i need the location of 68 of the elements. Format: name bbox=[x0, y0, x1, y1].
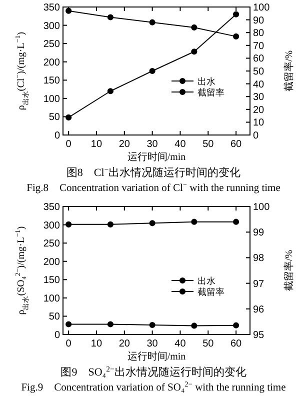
y2-tick-label: 97 bbox=[253, 278, 265, 290]
point bbox=[232, 11, 240, 18]
x-tick-label: 50 bbox=[202, 338, 214, 350]
y-tick-label: 150 bbox=[43, 275, 60, 286]
x-tick-label: 60 bbox=[230, 139, 242, 150]
y-tick-label: 300 bbox=[43, 220, 60, 232]
y2-tick-label: 30 bbox=[253, 92, 265, 104]
legend-label: 出水 bbox=[198, 76, 216, 88]
legend-label: 截留率 bbox=[198, 287, 224, 298]
point bbox=[191, 24, 198, 31]
x-tick-label: 0 bbox=[66, 139, 72, 150]
y2-tick-label: 100 bbox=[253, 202, 270, 213]
x-tick-label: 30 bbox=[146, 338, 158, 350]
y-tick-label: 150 bbox=[43, 76, 60, 87]
x-tick-label: 60 bbox=[230, 338, 242, 350]
y2-tick-label: 20 bbox=[253, 104, 265, 116]
point bbox=[232, 33, 240, 40]
x-tick-label: 30 bbox=[146, 139, 158, 150]
y-tick-label: 300 bbox=[43, 20, 60, 32]
x-axis-title: 运行时间/min bbox=[127, 151, 186, 163]
y2-tick-label: 70 bbox=[253, 40, 265, 52]
y-tick-label: 200 bbox=[43, 256, 60, 268]
x-tick-label: 10 bbox=[90, 139, 102, 150]
caption: 图8 Cl$^{−}$出水情况随运行时间的变化 bbox=[66, 164, 241, 179]
y2-tick-label: 96 bbox=[253, 304, 265, 316]
y2-axis-title: 截留率/% bbox=[283, 50, 295, 92]
x-tick-label: 40 bbox=[174, 338, 186, 350]
y2-tick-label: 90 bbox=[253, 15, 265, 26]
y2-tick-label: 95 bbox=[253, 330, 265, 341]
y2-tick-label: 50 bbox=[253, 66, 265, 78]
y-tick-label: 100 bbox=[43, 94, 60, 105]
y2-tick-label: 40 bbox=[253, 79, 265, 90]
x-tick-label: 40 bbox=[174, 139, 186, 150]
caption: 图9 SO₄$^{2−}$出水情况随运行时间的变化 bbox=[60, 364, 246, 378]
point bbox=[149, 68, 156, 74]
x-axis-title: 运行时间/min bbox=[127, 350, 186, 362]
legend-label: 出水 bbox=[198, 276, 216, 287]
y-tick-label: 250 bbox=[43, 238, 60, 250]
x-tick-label: 20 bbox=[118, 139, 130, 150]
y-tick-label: 50 bbox=[48, 112, 60, 124]
y-tick-label: 350 bbox=[43, 2, 60, 14]
y2-tick-label: 100 bbox=[253, 2, 270, 14]
point bbox=[107, 88, 114, 94]
y-tick-label: 0 bbox=[54, 330, 60, 341]
legend-label: 截留率 bbox=[198, 88, 224, 98]
y2-tick-label: 80 bbox=[253, 28, 265, 40]
y-tick-label: 0 bbox=[54, 130, 60, 142]
y-tick-label: 250 bbox=[43, 39, 60, 50]
y-tick-label: 50 bbox=[48, 312, 60, 323]
x-tick-label: 50 bbox=[202, 139, 214, 150]
x-tick-label: 0 bbox=[66, 338, 72, 350]
y2-tick-label: 98 bbox=[253, 253, 265, 264]
point bbox=[107, 14, 114, 20]
x-tick-label: 20 bbox=[118, 338, 130, 350]
point bbox=[66, 114, 72, 120]
y-tick-label: 350 bbox=[43, 202, 60, 213]
x-tick-label: 10 bbox=[90, 338, 102, 350]
y-tick-label: 100 bbox=[43, 293, 60, 304]
y2-tick-label: 10 bbox=[253, 118, 265, 129]
y2-tick-label: 99 bbox=[253, 228, 265, 239]
y2-axis-title: 截留率/% bbox=[283, 250, 295, 292]
y-tick-label: 200 bbox=[43, 57, 60, 68]
y2-tick-label: 60 bbox=[253, 54, 265, 65]
y2-tick-label: 0 bbox=[253, 130, 259, 142]
point bbox=[191, 48, 198, 55]
caption: Fig.9 Concentration variation of SO₄$^{2−}$ with the running time bbox=[21, 379, 286, 394]
point bbox=[149, 19, 156, 26]
caption: Fig.8 Concentration variation of Cl$^{−}$ with the running time bbox=[26, 180, 281, 194]
